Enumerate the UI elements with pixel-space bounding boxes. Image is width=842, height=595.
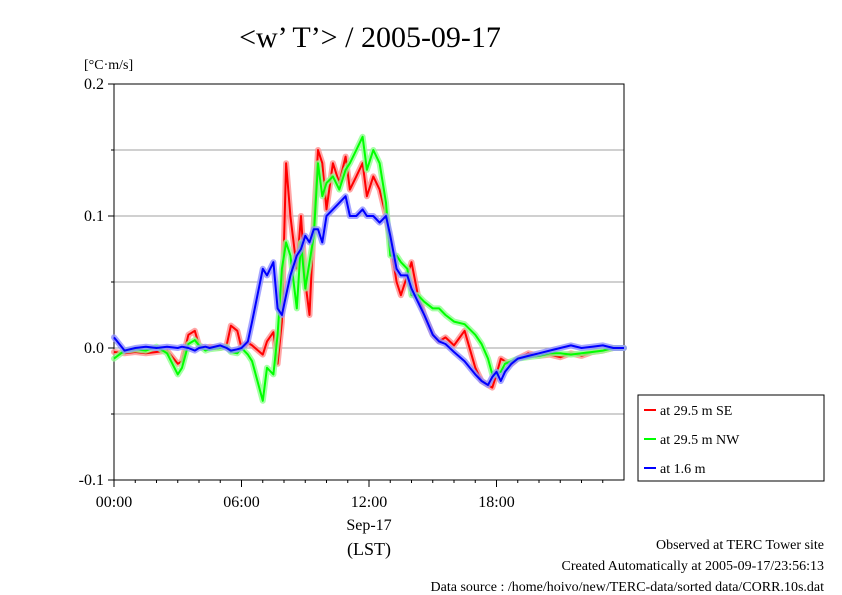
footer-created: Created Automatically at 2005-09-17/23:5… [562, 559, 824, 574]
legend-box [637, 394, 825, 482]
y-tick-label: -0.1 [79, 472, 104, 489]
x-tick-label: 06:00 [223, 494, 259, 511]
y-axis-label: [°C·m/s] [84, 58, 133, 73]
series-line [113, 195, 624, 386]
series-line [113, 135, 624, 402]
footer-site: Observed at TERC Tower site [656, 538, 824, 553]
y-tick-label: 0.2 [84, 76, 104, 93]
x-tick-label: 18:00 [478, 494, 514, 511]
x-tick-label: 00:00 [96, 494, 132, 511]
y-tick-label: 0.0 [84, 340, 104, 357]
x-tick-label: 12:00 [351, 494, 387, 511]
series-layer [111, 133, 627, 404]
y-axis: 0.2 0.1 0.0 -0.1 [79, 76, 114, 489]
footer-source: Data source : /home/hoivo/new/TERC-data/… [431, 580, 825, 595]
y-tick-label: 0.1 [84, 208, 104, 225]
x-axis: 00:00 06:00 12:00 18:00 [96, 480, 604, 511]
x-date-label: Sep-17 [346, 517, 391, 534]
x-axis-label: (LST) [347, 539, 391, 560]
legend: at 29.5 m SE at 29.5 m NW at 1.6 m [637, 394, 825, 482]
legend-entry: at 29.5 m NW [660, 433, 740, 448]
legend-entry: at 29.5 m SE [660, 404, 732, 419]
chart-title: <w’ T’> / 2005-09-17 [239, 21, 501, 54]
series-halo [111, 133, 627, 404]
legend-entry: at 1.6 m [660, 462, 706, 477]
